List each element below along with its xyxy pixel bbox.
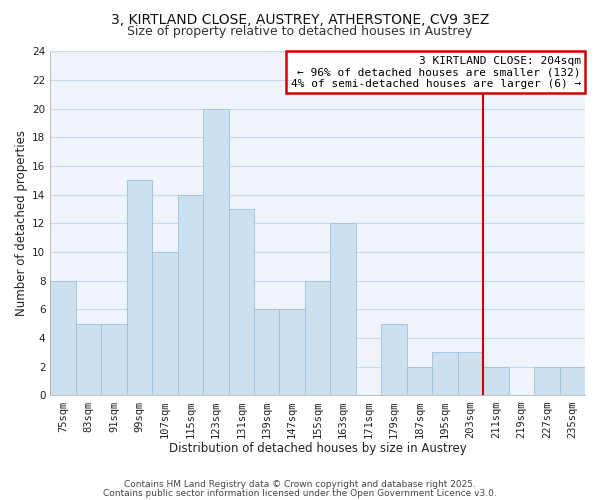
Bar [280, 310, 305, 396]
Y-axis label: Number of detached properties: Number of detached properties [15, 130, 28, 316]
Bar [254, 310, 280, 396]
Bar [203, 109, 229, 396]
Text: Contains HM Land Registry data © Crown copyright and database right 2025.: Contains HM Land Registry data © Crown c… [124, 480, 476, 489]
Bar [229, 209, 254, 396]
Bar [381, 324, 407, 396]
Bar [76, 324, 101, 396]
Bar [534, 367, 560, 396]
Text: 3, KIRTLAND CLOSE, AUSTREY, ATHERSTONE, CV9 3EZ: 3, KIRTLAND CLOSE, AUSTREY, ATHERSTONE, … [111, 12, 489, 26]
Bar [305, 281, 331, 396]
Bar [50, 281, 76, 396]
Bar [101, 324, 127, 396]
Bar [331, 224, 356, 396]
Bar [483, 367, 509, 396]
Bar [560, 367, 585, 396]
Bar [127, 180, 152, 396]
Text: Contains public sector information licensed under the Open Government Licence v3: Contains public sector information licen… [103, 488, 497, 498]
X-axis label: Distribution of detached houses by size in Austrey: Distribution of detached houses by size … [169, 442, 467, 455]
Bar [458, 352, 483, 396]
Text: 3 KIRTLAND CLOSE: 204sqm
← 96% of detached houses are smaller (132)
4% of semi-d: 3 KIRTLAND CLOSE: 204sqm ← 96% of detach… [290, 56, 581, 89]
Bar [178, 195, 203, 396]
Text: Size of property relative to detached houses in Austrey: Size of property relative to detached ho… [127, 25, 473, 38]
Bar [152, 252, 178, 396]
Bar [407, 367, 432, 396]
Bar [432, 352, 458, 396]
